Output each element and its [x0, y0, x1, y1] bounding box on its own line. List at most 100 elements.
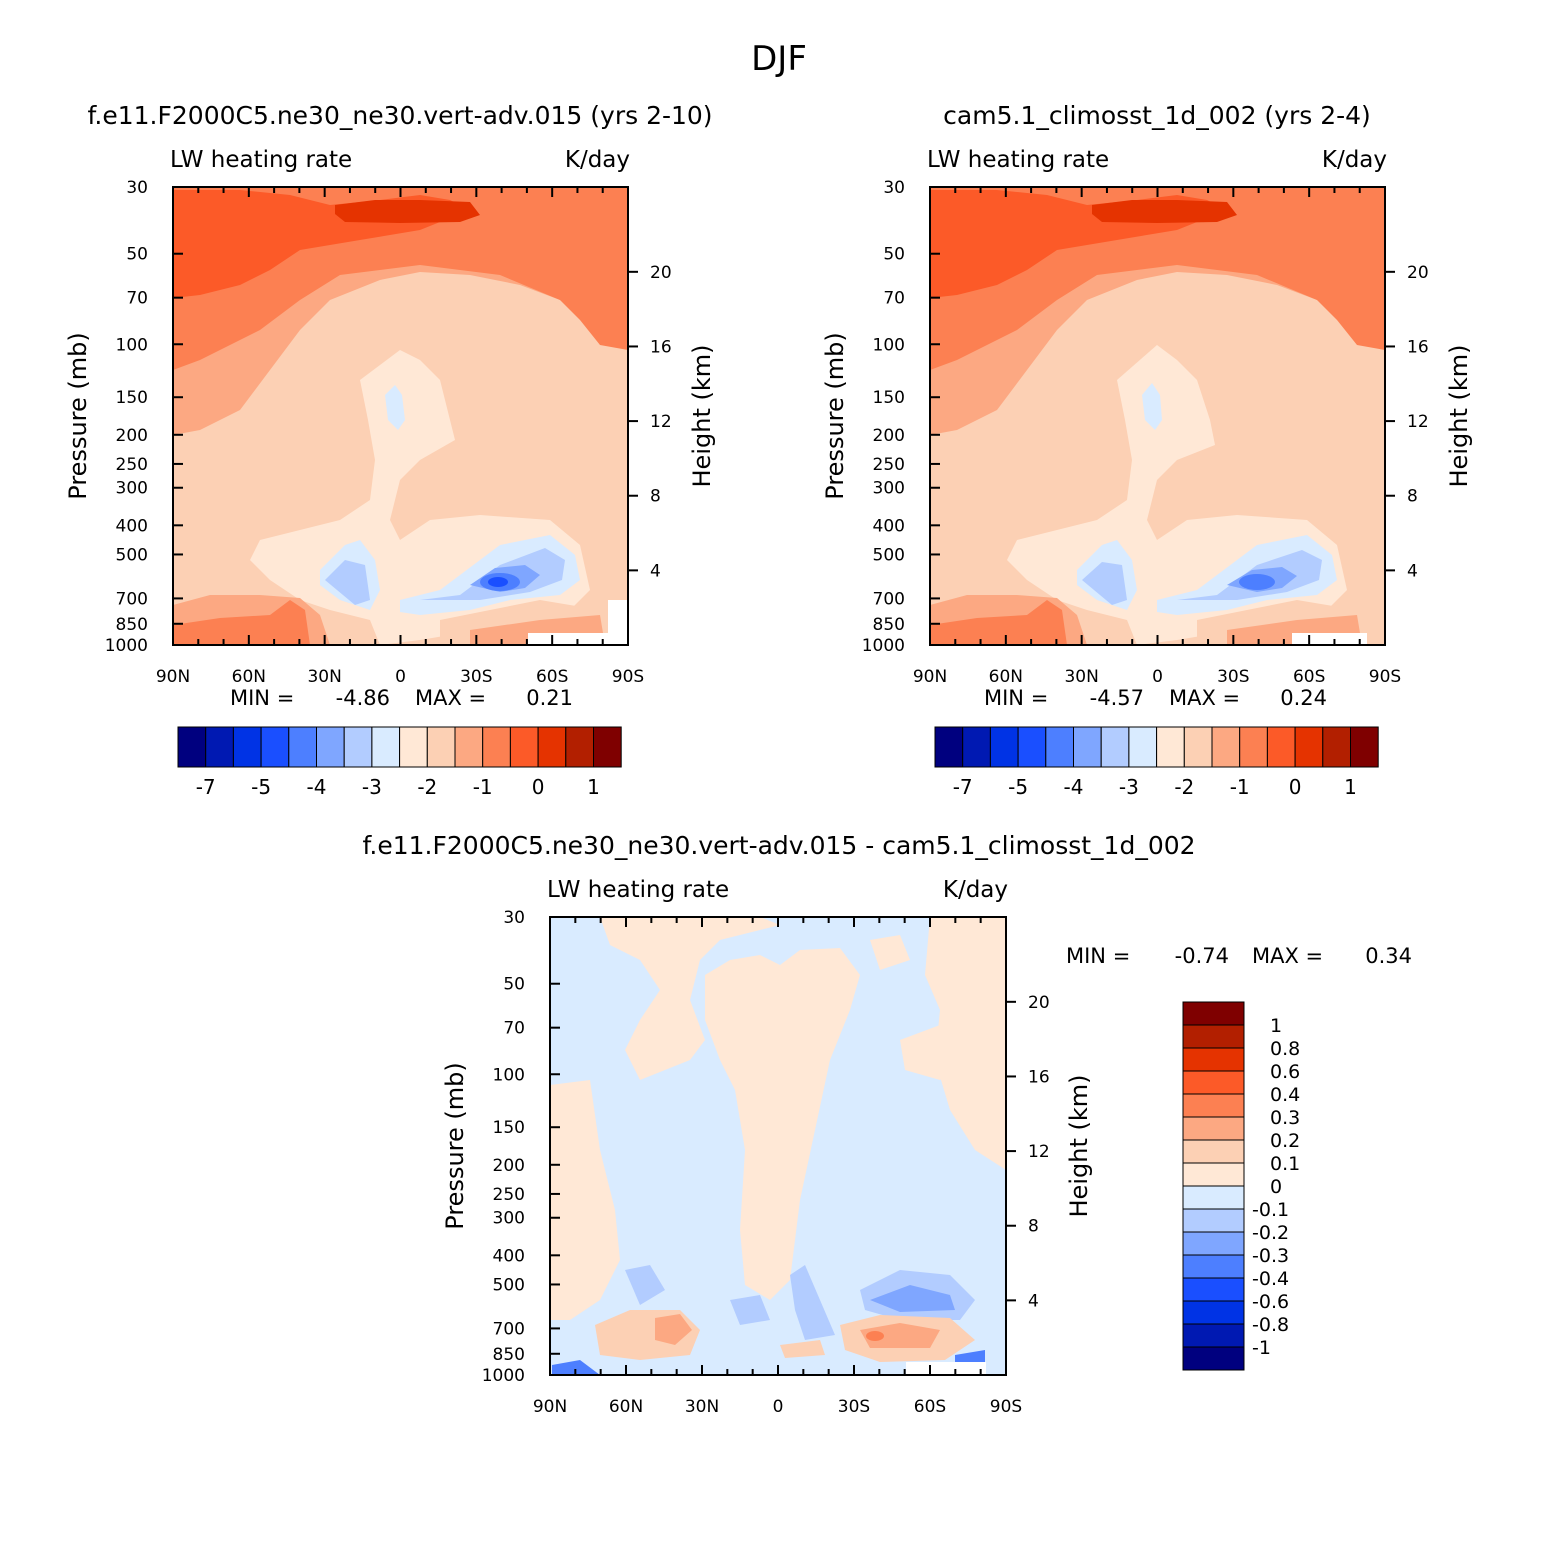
colorbar-label: -0.2 — [1252, 1222, 1289, 1244]
x-tick-label: 90N — [156, 667, 190, 687]
colorbar-swatch — [1182, 1162, 1245, 1187]
colorbar-label: -7 — [953, 775, 973, 799]
colorbar-swatch — [1045, 726, 1075, 768]
fill-neg3 — [1142, 383, 1162, 430]
y-tick-label: 250 — [873, 455, 905, 475]
colorbar-swatch — [426, 726, 456, 768]
panel-a-right-label: K/day — [565, 147, 630, 173]
colorbar-label: -3 — [1119, 775, 1139, 799]
y-tick-label: 1000 — [482, 1366, 525, 1386]
fill-pos-a — [600, 917, 780, 1080]
colorbar-label: -3 — [362, 775, 382, 799]
colorbar-swatch — [454, 726, 484, 768]
panel-c-field — [550, 917, 1006, 1375]
x-tick-label: 30S — [838, 1397, 870, 1417]
colorbar-swatch — [1182, 1024, 1245, 1049]
height-tick-label: 20 — [1028, 993, 1050, 1013]
x-tick-label: 90S — [990, 1397, 1022, 1417]
height-tick-label: 20 — [1407, 263, 1429, 283]
colorbar-label: -0.8 — [1252, 1314, 1289, 1336]
y-tick-label: 400 — [493, 1246, 525, 1266]
axes-layer: 90N 60N 30N 0 30S 60S 90S305070100150200250300… — [105, 178, 1429, 1417]
colorbar-swatch — [1183, 726, 1213, 768]
colorbar-label: -7 — [196, 775, 216, 799]
colorbar-swatch — [232, 726, 262, 768]
height-tick-label: 16 — [1028, 1067, 1050, 1087]
colorbar-swatch — [1156, 726, 1185, 768]
colorbar-swatch — [1128, 726, 1158, 768]
fill-warm-surface-b — [930, 600, 1067, 645]
colorbar-swatch — [1182, 1070, 1245, 1095]
colorbar-label: 0.8 — [1270, 1038, 1300, 1060]
x-tick-label: 90S — [612, 667, 644, 687]
colorbar-label: 1 — [1270, 1015, 1282, 1037]
colorbar-swatch — [399, 726, 428, 768]
colorbar-label: 0.2 — [1270, 1130, 1300, 1152]
colorbar-label: -1 — [1230, 775, 1250, 799]
colorbar-swatch — [1182, 1231, 1245, 1256]
x-tick-label: 90S — [1369, 667, 1401, 687]
colorbar-label: -0.4 — [1252, 1268, 1289, 1290]
x-tick-label: 60S — [536, 667, 568, 687]
fill-warm-surface-b — [173, 600, 310, 645]
colorbar-label: -0.1 — [1252, 1199, 1289, 1221]
x-tick-label: 30S — [1217, 667, 1249, 687]
colorbar-swatch — [343, 726, 373, 768]
colorbar-swatch — [1182, 1093, 1245, 1118]
y-tick-label: 30 — [126, 178, 148, 198]
colorbar-label: 0.4 — [1270, 1084, 1300, 1106]
colorbar-label: 0.1 — [1270, 1153, 1300, 1175]
y-tick-label: 200 — [873, 426, 905, 446]
figure-title: DJF — [751, 39, 807, 79]
y-tick-label: 200 — [493, 1156, 525, 1176]
height-tick-label: 12 — [1407, 412, 1429, 432]
panel-c-min-value: -0.74 — [1175, 944, 1229, 968]
panel-b-field — [930, 187, 1385, 645]
x-tick-label: 30N — [1064, 667, 1098, 687]
fill-0 — [335, 200, 480, 223]
y-tick-label: 500 — [873, 545, 905, 565]
height-tick-label: 8 — [1407, 487, 1418, 507]
y-tick-label: 300 — [873, 479, 905, 499]
colorbar-swatch — [482, 726, 511, 768]
y-tick-label: 400 — [116, 516, 148, 536]
colorbar-label: 1 — [1344, 775, 1357, 799]
colorbar-label: -4 — [307, 775, 327, 799]
fill-neg0p15-b — [730, 1295, 770, 1325]
y-tick-label: 700 — [873, 589, 905, 609]
fill-neg0p15-c — [790, 1265, 835, 1340]
colorbar-swatch — [1017, 726, 1047, 768]
colorbar-swatch — [537, 726, 567, 768]
fill-neg3 — [385, 385, 405, 430]
fill-land-mask-b — [608, 600, 628, 645]
y-tick-label: 70 — [503, 1019, 525, 1039]
panel-c-min-label: MIN = — [1066, 944, 1130, 968]
fill-land-mask — [528, 633, 608, 645]
y-tick-label: 1000 — [105, 636, 148, 656]
y-tick-label: 700 — [493, 1319, 525, 1339]
y-tick-label: 70 — [126, 289, 148, 309]
fill-pos-warm-b — [655, 1314, 692, 1345]
y-tick-label: 500 — [493, 1275, 525, 1295]
y-tick-label: 250 — [493, 1185, 525, 1205]
y-tick-label: 50 — [503, 975, 525, 995]
y-tick-label: 150 — [116, 388, 148, 408]
y-tick-label: 70 — [883, 289, 905, 309]
panel-c-ylabel: Pressure (mb) — [441, 1062, 469, 1229]
x-tick-label: 30S — [460, 667, 492, 687]
colorbar-label: -0.6 — [1252, 1291, 1289, 1313]
panel-b: cam5.1_climosst_1d_002 (yrs 2-4) LW heat… — [821, 101, 1473, 799]
y-tick-label: 200 — [116, 426, 148, 446]
panel-a-max-label: MAX = — [415, 686, 486, 710]
y-tick-label: 500 — [116, 545, 148, 565]
y-tick-label: 30 — [503, 908, 525, 928]
colorbar-swatch — [1294, 726, 1324, 768]
panel-a-field — [173, 187, 628, 645]
panel-b-ylabel-right: Height (km) — [1445, 345, 1473, 488]
panel-b-min-label: MIN = — [984, 686, 1048, 710]
colorbar-swatch — [1182, 1116, 1245, 1141]
fill-pos-warm-d — [860, 1323, 940, 1348]
colorbar-swatch — [962, 726, 991, 768]
colorbar-label: 0 — [532, 775, 545, 799]
colorbar-label: -1 — [1252, 1337, 1271, 1359]
